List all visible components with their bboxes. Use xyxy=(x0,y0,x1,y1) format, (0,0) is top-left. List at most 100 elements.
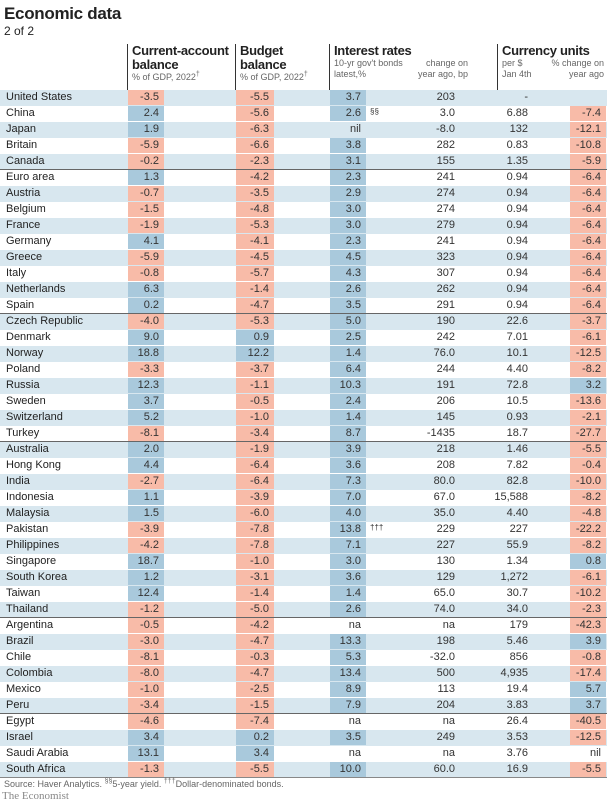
currency-change: -6.4 xyxy=(570,186,606,201)
table-row: Belgium -1.5 -4.8 3.0 274 0.94 -6.4 xyxy=(0,202,607,218)
country-name: Britain xyxy=(6,139,38,151)
currency-per-dollar: 3.83 xyxy=(506,699,528,711)
table-row: South Africa -1.3 -5.5 10.0 60.0 16.9 -5.5 xyxy=(0,762,607,778)
bond-yield: 3.0 xyxy=(330,218,366,233)
bond-yield: na xyxy=(348,619,361,631)
currency-per-dollar: 4.40 xyxy=(506,363,528,375)
budget-balance: -6.4 xyxy=(236,458,274,473)
table-row: Netherlands 6.3 -1.4 2.6 262 0.94 -6.4 xyxy=(0,282,607,298)
bond-yield: 3.6 xyxy=(330,458,366,473)
currency-per-dollar: 19.4 xyxy=(506,683,528,695)
bond-yield: 3.6 xyxy=(330,570,366,585)
header-title: Currency units xyxy=(502,43,590,58)
table-row: South Korea 1.2 -3.1 3.6 129 1,272 -6.1 xyxy=(0,570,607,586)
currency-change: -42.3 xyxy=(570,618,606,633)
bond-yield: 3.0 xyxy=(330,554,366,569)
current-account: 13.1 xyxy=(128,746,164,761)
currency-per-dollar: 22.6 xyxy=(506,315,528,327)
country-name: Netherlands xyxy=(6,283,66,295)
currency-per-dollar: - xyxy=(524,91,528,103)
budget-balance: -2.3 xyxy=(236,154,274,169)
currency-change: 5.7 xyxy=(570,682,606,697)
current-account: -8.1 xyxy=(128,650,164,665)
budget-balance: 0.2 xyxy=(236,730,274,745)
budget-balance: -6.3 xyxy=(236,122,274,137)
country-name: Denmark xyxy=(6,331,51,343)
current-account: 1.2 xyxy=(128,570,164,585)
yield-change: 35.0 xyxy=(433,507,455,519)
yield-change: 274 xyxy=(436,187,455,199)
bond-yield: 7.3 xyxy=(330,474,366,489)
table-row: Spain 0.2 -4.7 3.5 291 0.94 -6.4 xyxy=(0,298,607,314)
budget-balance: -3.7 xyxy=(236,362,274,377)
table-row: Malaysia 1.5 -6.0 4.0 35.0 4.40 -4.8 xyxy=(0,506,607,522)
currency-per-dollar: 0.94 xyxy=(506,171,528,183)
currency-change: -3.7 xyxy=(570,314,606,329)
budget-balance: -1.5 xyxy=(236,698,274,713)
currency-change: -5.5 xyxy=(570,762,606,777)
budget-balance: -6.6 xyxy=(236,138,274,153)
bond-yield: 13.8 xyxy=(330,522,366,537)
yield-change: na xyxy=(442,747,455,759)
budget-balance: -1.0 xyxy=(236,554,274,569)
footnote-mark xyxy=(370,762,375,777)
current-account: 2.4 xyxy=(128,106,164,121)
table-row: Philippines -4.2 -7.8 7.1 227 55.9 -8.2 xyxy=(0,538,607,554)
country-name: Brazil xyxy=(6,635,34,647)
yield-change: 241 xyxy=(436,171,455,183)
footnote-mark: ††† xyxy=(370,523,384,532)
footnote-mark xyxy=(370,202,375,217)
table-row: Argentina -0.5 -4.2 na na 179 -42.3 xyxy=(0,618,607,634)
country-name: South Africa xyxy=(6,763,66,775)
footnote-mark xyxy=(370,138,375,153)
table-row: Indonesia 1.1 -3.9 7.0 67.0 15,588 -8.2 xyxy=(0,490,607,506)
yield-change: 500 xyxy=(436,667,455,679)
currency-per-dollar: 55.9 xyxy=(506,539,528,551)
country-name: Poland xyxy=(6,363,41,375)
yield-change: 307 xyxy=(436,267,455,279)
bond-yield: 4.3 xyxy=(330,266,366,281)
current-account: -8.1 xyxy=(128,426,164,441)
currency-per-dollar: 856 xyxy=(509,651,528,663)
budget-balance: -4.2 xyxy=(236,170,274,185)
current-account: -4.2 xyxy=(128,538,164,553)
budget-balance: -3.1 xyxy=(236,570,274,585)
currency-per-dollar: 0.94 xyxy=(506,219,528,231)
current-account: -1.9 xyxy=(128,218,164,233)
footnote-mark xyxy=(370,122,375,137)
table-row: Saudi Arabia 13.1 3.4 na na 3.76 nil xyxy=(0,746,607,762)
current-account: 9.0 xyxy=(128,330,164,345)
country-name: Pakistan xyxy=(6,523,49,535)
bond-yield: 2.4 xyxy=(330,394,366,409)
currency-per-dollar: 132 xyxy=(509,123,528,135)
footnote-mark xyxy=(370,442,375,457)
bond-yield: 5.3 xyxy=(330,650,366,665)
currency-change: -6.1 xyxy=(570,570,606,585)
current-account: 6.3 xyxy=(128,282,164,297)
table-row: Taiwan 12.4 -1.4 1.4 65.0 30.7 -10.2 xyxy=(0,586,607,602)
currency-per-dollar: 1.35 xyxy=(506,155,528,167)
footnote-mark xyxy=(370,602,375,617)
header-sub-change: change on year ago, bp xyxy=(417,58,468,79)
bond-yield: na xyxy=(348,715,361,727)
yield-change: 279 xyxy=(436,219,455,231)
bond-yield: 2.9 xyxy=(330,186,366,201)
country-name: Greece xyxy=(6,251,43,263)
budget-balance: -4.7 xyxy=(236,666,274,681)
budget-balance: -3.4 xyxy=(236,426,274,441)
footnote-mark xyxy=(370,698,375,713)
budget-balance: 0.9 xyxy=(236,330,274,345)
header-currency: Currency units per $ Jan 4th % change on… xyxy=(497,44,607,90)
bond-yield: 2.3 xyxy=(330,170,366,185)
budget-balance: -5.0 xyxy=(236,602,274,617)
header-sub-latest: 10-yr gov't bonds latest,% xyxy=(334,58,403,79)
currency-per-dollar: 4.40 xyxy=(506,507,528,519)
yield-change: 80.0 xyxy=(433,475,455,487)
bond-yield: 10.0 xyxy=(330,762,366,777)
country-name: Australia xyxy=(6,443,49,455)
current-account: 5.2 xyxy=(128,410,164,425)
table-row: Czech Republic -4.0 -5.3 5.0 190 22.6 -3.7 xyxy=(0,314,607,330)
footnote-mark xyxy=(370,634,375,649)
currency-change: -0.4 xyxy=(570,458,606,473)
currency-change: -13.6 xyxy=(570,394,606,409)
